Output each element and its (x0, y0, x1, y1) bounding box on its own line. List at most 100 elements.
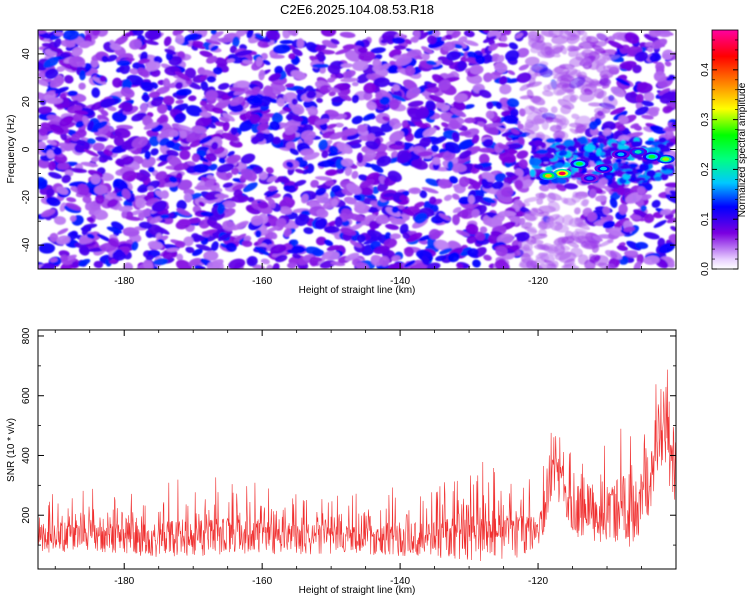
spectrogram-cell (539, 67, 553, 78)
spectrogram-cell (246, 30, 254, 39)
spectrogram-cell (545, 219, 555, 229)
spectrogram-cell (495, 101, 503, 110)
spectrogram-cell (575, 52, 588, 61)
spectrogram-cell (525, 56, 540, 67)
spectrogram-cell (276, 98, 285, 107)
spectrogram-cell (490, 230, 503, 237)
spectrogram-cell (563, 197, 577, 206)
spectrogram-cell (453, 100, 466, 111)
spectrogram-cell (658, 137, 667, 144)
spectrogram-cell (391, 94, 406, 102)
spectrogram-cell (121, 155, 134, 166)
spectrogram-cell (389, 130, 405, 143)
spectrogram-cell (496, 233, 514, 245)
spectrogram-cell (485, 110, 495, 120)
spectrogram-cell (218, 82, 230, 90)
spectrogram-cell (505, 50, 520, 62)
spectrogram-cell (199, 136, 212, 144)
spectrogram-cell (640, 205, 647, 212)
spectrogram-cell (404, 38, 412, 45)
spectrogram-cell (616, 124, 626, 131)
spectrogram-cell (59, 115, 74, 127)
spectrogram-cell (602, 128, 612, 136)
spectrogram-cell (600, 152, 606, 156)
spectrogram-cell (465, 223, 479, 235)
spectrogram-cell (625, 192, 643, 204)
spectrogram-cell (488, 263, 496, 269)
spectrogram-cell (474, 231, 486, 241)
spectrogram-cell (458, 196, 471, 205)
spectrogram-cell (619, 60, 637, 70)
spectrogram-cell (56, 186, 69, 195)
spectrogram-cell (71, 261, 79, 268)
spectrogram-cell (529, 73, 537, 80)
spectrogram-cell (594, 48, 603, 55)
spectrogram-cell (537, 221, 548, 230)
spectrogram-hotspot (662, 157, 670, 161)
spectrogram-cell (344, 252, 360, 262)
spectrogram-cell (357, 47, 368, 54)
spectrogram-cell (609, 227, 626, 237)
spectrogram-cell (95, 136, 108, 142)
spectrogram-cell (314, 218, 327, 230)
spectrogram-cell (211, 141, 219, 150)
spectrogram-cell (335, 158, 343, 170)
spectrogram-cell (328, 220, 337, 227)
spectrogram-cell (414, 121, 429, 129)
spectrogram-cell (372, 58, 382, 70)
spectrogram-cell (229, 140, 243, 148)
spectrogram-cell (262, 59, 271, 66)
spectrogram-cell (518, 64, 530, 71)
spectrogram-cell (300, 130, 316, 141)
spectrogram-cell (545, 166, 553, 172)
spectrogram-cell (317, 160, 335, 168)
spectrogram-cell (326, 77, 336, 83)
spectrogram-cell (229, 96, 245, 106)
spectrogram-cell (458, 140, 473, 149)
colorbar-label: Normalized spectral amplitude (737, 82, 748, 217)
spectrogram-cell (620, 139, 626, 145)
spectrogram-cell (209, 36, 221, 42)
spectrogram-cell (288, 187, 297, 193)
spectrogram-cell (406, 49, 422, 57)
spectrogram-cell (122, 227, 140, 237)
spectrogram-cell (379, 96, 391, 106)
spectrogram-cell (562, 94, 579, 102)
spectrogram-cell (206, 75, 216, 83)
spectrogram-cell (121, 102, 134, 113)
spectrogram-cell (598, 239, 614, 247)
spectrogram-cell (140, 102, 148, 113)
spectrogram-cell (38, 61, 47, 71)
x-tick-label: -180 (114, 276, 134, 287)
spectrogram-cell (254, 33, 264, 39)
spectrogram-cell (643, 232, 660, 240)
spectrogram-cell (316, 51, 325, 63)
spectrogram-cell (580, 240, 599, 250)
spectrogram-cell (389, 99, 400, 110)
spectrogram-cell (61, 174, 72, 184)
spectrogram-cell (53, 147, 63, 156)
spectrogram-cell (187, 217, 201, 224)
spectrogram-cell (382, 116, 390, 122)
spectrogram-cell (284, 124, 298, 135)
spectrogram-cell (550, 106, 558, 114)
spectrogram-cell (351, 115, 363, 125)
spectrogram-cell (595, 195, 607, 202)
spectrogram-cell (553, 130, 566, 140)
spectrogram-cell (199, 50, 213, 58)
spectrogram-cell (185, 246, 195, 254)
spectrogram-cell (618, 203, 628, 215)
spectrogram-cell (616, 245, 629, 251)
spectrogram-cell (72, 112, 86, 124)
spectrogram-cell (222, 220, 236, 232)
spectrogram-cell (356, 234, 366, 243)
spectrogram-cell (461, 210, 469, 219)
snr-series-line (38, 369, 676, 561)
spectrogram-cell (44, 68, 59, 79)
spectrogram-cell (251, 86, 261, 95)
spectrogram-cell (518, 239, 533, 252)
spectrogram-cell (193, 163, 210, 174)
snr-panel: -180 -160 -140 -120 200 400 600 800 Height of … (6, 327, 677, 596)
colorbar-tick-label: 0.1 (700, 212, 711, 226)
spectrogram-cell (296, 38, 305, 49)
